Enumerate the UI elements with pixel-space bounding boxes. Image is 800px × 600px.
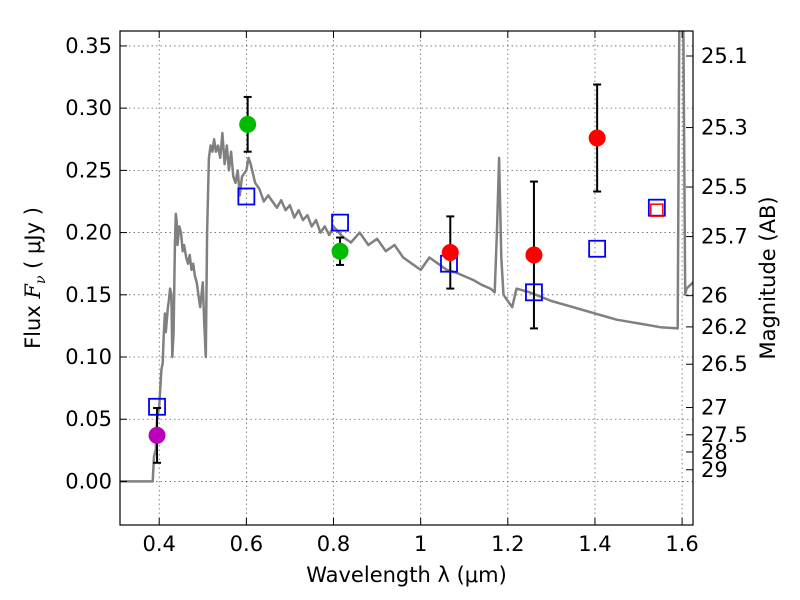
observed-u-point <box>148 426 166 444</box>
y-axis-title-suffix: ( μJy ) <box>21 207 45 275</box>
x-tick-label: 0.4 <box>143 532 176 556</box>
right-axis-title: Magnitude (AB) <box>756 196 780 359</box>
y-tick-label: 0.20 <box>65 221 112 245</box>
model-photometry-point <box>588 239 607 258</box>
model-photometry-point <box>148 397 166 416</box>
right-tick-label: 28 <box>701 440 728 464</box>
model-photometry-point <box>237 187 256 206</box>
x-tick-label: 0.6 <box>230 532 263 556</box>
y-tick-label: 0.10 <box>65 345 112 369</box>
right-tick-label: 26.2 <box>701 315 748 339</box>
x-axis-title: Wavelength λ (μm) <box>306 563 507 587</box>
observed-j125-point <box>525 246 543 264</box>
y-tick-label: 0.00 <box>65 469 112 493</box>
observed-y105-point <box>441 243 459 261</box>
y-tick-label: 0.30 <box>65 96 112 120</box>
observed-h160-point <box>650 203 664 217</box>
right-tick-label: 25.1 <box>701 44 748 68</box>
right-tick-label: 25.3 <box>701 116 748 140</box>
observed-i-point <box>331 242 349 260</box>
right-tick-label: 29 <box>701 458 728 482</box>
ticks: 0.4 0.6 0.8 1 1.2 1.4 1.6 0.00 0.05 0.10 0.15 0.20 0… <box>65 31 748 556</box>
observed-g-point <box>239 115 257 133</box>
x-tick-label: 1 <box>414 532 427 556</box>
y-tick-label: 0.05 <box>65 407 112 431</box>
plot-content <box>120 31 693 483</box>
y-axis-title-symbol: F <box>21 283 45 300</box>
y-tick-label: 0.15 <box>65 283 112 307</box>
x-tick-label: 1.4 <box>578 532 611 556</box>
right-tick-label: 26 <box>701 284 728 308</box>
x-tick-label: 1.2 <box>491 532 524 556</box>
observed-jh140-point <box>588 129 606 147</box>
model-spectrum-line <box>120 31 693 483</box>
y-axis-title-prefix: Flux <box>21 299 45 349</box>
model-photometry-point <box>525 283 543 302</box>
model-photometry-point <box>331 213 349 232</box>
right-tick-label: 27.5 <box>701 423 748 447</box>
right-tick-label: 26.5 <box>701 352 748 376</box>
right-tick-label: 27 <box>701 396 728 420</box>
y-tick-label: 0.35 <box>65 34 112 58</box>
y-axis-title: Flux Fν ( μJy ) <box>21 207 49 349</box>
plot-area <box>120 31 693 483</box>
x-tick-label: 0.8 <box>317 532 350 556</box>
y-tick-label: 0.25 <box>65 158 112 182</box>
right-tick-label: 25.5 <box>701 175 748 199</box>
plot-frame <box>119 30 694 526</box>
y-axis-title-subscript: ν <box>33 275 49 284</box>
right-tick-label: 25.7 <box>701 225 748 249</box>
x-tick-label: 1.6 <box>665 532 698 556</box>
